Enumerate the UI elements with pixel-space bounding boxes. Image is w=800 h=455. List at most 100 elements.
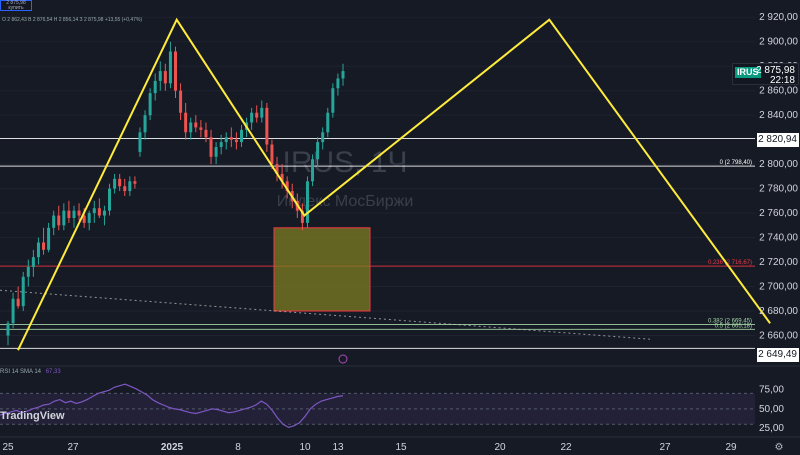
rsi-line [0, 383, 344, 429]
candle-body [47, 227, 51, 250]
candle-body [21, 276, 25, 307]
watermark-subtitle: Индекс МосБиржи [277, 193, 414, 210]
price-badge[interactable]: 2 875,98 купить [0, 0, 32, 11]
event-marker [338, 354, 348, 364]
rsi-tick-label: 75,00 [759, 385, 784, 396]
candles [6, 41, 345, 346]
x-tick-label: 10 [299, 442, 311, 453]
grid [0, 16, 755, 337]
y-tick-label: 2 780,00 [759, 184, 798, 195]
candle-body [108, 188, 112, 211]
level-label: 0 (2 798,40) [720, 160, 752, 166]
rsi-pane [0, 365, 800, 429]
y-tick-label: 2 840,00 [759, 110, 798, 121]
candle-body [163, 71, 167, 84]
candle-body [92, 208, 96, 214]
candle-body [224, 137, 228, 143]
price-zone [273, 227, 371, 312]
candle-body [11, 298, 15, 324]
rsi-tick-label: 25,00 [759, 423, 784, 434]
horizontal-levels: 0 (2 798,40) 0.236 (2 716,67) 0.382 (2 669… [0, 138, 755, 349]
x-tick-label: 13 [332, 442, 344, 453]
candle-body [143, 115, 147, 133]
ohlc-legend: О 2 862,43 В 2 876,54 Н 2 856,14 З 2 875… [2, 17, 143, 23]
candle-body [179, 90, 183, 113]
last-price-ticker: IRUS [735, 67, 761, 78]
trendline-dashed [0, 289, 651, 364]
y-tick-label: 2 900,00 [759, 37, 798, 48]
candle-body [280, 173, 284, 182]
candle-body [123, 186, 127, 192]
y-tick-label: 2 920,00 [759, 12, 798, 23]
candle-body [67, 210, 71, 218]
level-label: 0.5 (2 665,18) [715, 323, 752, 329]
zigzag-line [17, 17, 771, 351]
candle-body [36, 242, 40, 258]
x-tick-label: 15 [395, 442, 407, 453]
y-tick-label: 2 720,00 [759, 257, 798, 268]
candle-body [285, 181, 289, 192]
zigzag-projection [17, 17, 771, 351]
candle-body [97, 208, 101, 216]
candle-body [57, 215, 61, 226]
candle-body [331, 88, 335, 113]
x-axis: 25 27 2025 8 10 13 15 20 22 27 29 [0, 436, 800, 453]
rsi-legend-label: RSI 14 SMA 14 [0, 369, 42, 375]
x-tick-label: 2025 [161, 442, 184, 453]
candle-body [16, 298, 20, 307]
candle-body [234, 139, 238, 143]
candle-body [305, 181, 309, 223]
candle-body [153, 80, 157, 94]
y-tick-label: 2 700,00 [759, 282, 798, 293]
candle-body [118, 178, 122, 187]
candle-body [214, 147, 218, 157]
candle-body [52, 215, 56, 228]
candle-body [82, 215, 86, 223]
watermark-ticker: IRUS, 1Ч [282, 146, 407, 179]
y-axis: 2 920,002 900,002 880,002 860,002 840,00… [759, 12, 798, 434]
candle-body [138, 132, 142, 152]
rsi-legend: RSI 14 SMA 14 67,33 [0, 369, 61, 375]
level-tag-2649: 2 649,49 [757, 348, 799, 362]
candle-body [62, 210, 66, 226]
candle-body [26, 266, 30, 277]
x-tick-label: 27 [659, 442, 671, 453]
rsi-tick-label: 50,00 [759, 404, 784, 415]
level-label: 0.236 (2 716,67) [708, 260, 752, 266]
last-price-countdown: 22:18 [769, 75, 795, 86]
rsi-legend-value: 67,33 [45, 369, 61, 375]
candle-body [133, 181, 137, 184]
candle-body [174, 51, 177, 91]
candle-body [270, 144, 274, 165]
last-price-tag: IRUS 2 875,98 22:18 [732, 63, 799, 86]
level-label: 0.382 (2 669,45) [708, 319, 752, 325]
candle-body [204, 129, 208, 138]
candle-body [275, 164, 279, 174]
candle-body [326, 112, 330, 133]
gear-icon[interactable]: ⚙ [774, 442, 784, 453]
candle-body [229, 137, 233, 140]
candle-body [321, 132, 325, 143]
candle-body [87, 213, 91, 223]
candle-body [239, 129, 243, 143]
candle-body [148, 93, 152, 116]
candle-body [300, 210, 304, 223]
candle-body [219, 142, 223, 147]
zone-rect [273, 227, 371, 312]
candle-body [199, 127, 203, 130]
candle-body [168, 51, 172, 84]
candle-body [311, 159, 315, 182]
y-tick-label: 2 660,00 [759, 331, 798, 342]
candle-body [6, 323, 10, 336]
y-tick-label: 2 760,00 [759, 208, 798, 219]
candle-body [265, 107, 269, 145]
candle-body [184, 112, 188, 133]
candle-body [250, 112, 254, 123]
candle-body [31, 257, 35, 267]
trendline [0, 289, 651, 340]
watermark: IRUS, 1Ч Индекс МосБиржи [277, 146, 414, 210]
last-price-value: 2 875,98 [756, 65, 795, 76]
level-tag-2820: 2 820,94 [757, 133, 799, 147]
price-badge-value: 2 875,98 [6, 0, 26, 6]
